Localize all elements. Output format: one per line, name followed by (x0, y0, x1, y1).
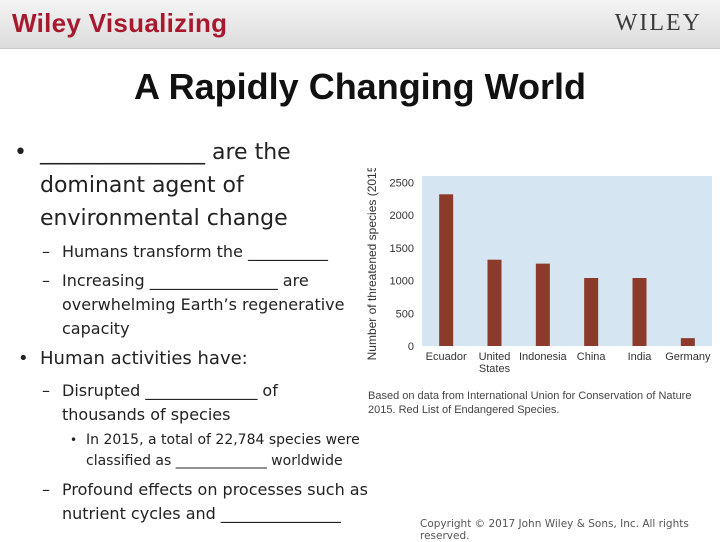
bullet-marker: • (18, 348, 29, 369)
x-tick-label: Ecuador (426, 351, 467, 363)
y-tick-label: 500 (396, 308, 414, 320)
y-axis-ticks: 0 500 1000 1500 2000 2500 (390, 178, 414, 353)
y-axis-label: Number of threatened species (2015) (365, 168, 379, 360)
bullet-text: _______________ are the dominant agent o… (40, 140, 291, 231)
x-tick-label: China (577, 351, 607, 363)
sub-bullet-text: Increasing ________________ are overwhel… (62, 271, 345, 338)
sub-sub-bullet-text: In 2015, a total of 22,784 species were … (86, 432, 360, 469)
bars (439, 194, 695, 346)
x-tick-label: United (479, 351, 511, 363)
bar (487, 259, 502, 346)
brand-logo-left: Wiley Visualizing (12, 8, 228, 38)
bar (439, 194, 454, 346)
y-tick-label: 1500 (390, 243, 414, 255)
y-tick-label: 2500 (390, 178, 414, 190)
bar (680, 338, 695, 346)
chart-caption: Based on data from International Union f… (368, 390, 692, 416)
bar (584, 278, 599, 346)
y-tick-label: 0 (408, 341, 414, 353)
sub-sub-bullet-marker: • (70, 433, 78, 447)
sub-bullet-text: Humans transform the __________ (62, 242, 328, 261)
bar (632, 278, 647, 346)
sub-bullet-marker: – (42, 381, 50, 400)
sub-bullet-marker: – (42, 242, 50, 261)
sub-bullet-marker: – (42, 271, 50, 290)
x-tick-label: States (479, 363, 511, 375)
x-tick-label: Indonesia (519, 351, 568, 363)
bullet-marker: • (14, 140, 27, 165)
sub-bullet-text: Disrupted ______________ of thousands of… (62, 381, 278, 424)
sub-bullet-marker: – (42, 480, 50, 499)
bullet-text: Human activities have: (40, 348, 248, 369)
threatened-species-bar-chart: Number of threatened species (2015) 0 500… (365, 168, 712, 375)
x-tick-label: India (628, 351, 653, 363)
copyright-notice: Copyright © 2017 John Wiley & Sons, Inc.… (420, 518, 689, 542)
header-bar: Wiley Visualizing WILEY (0, 0, 720, 49)
plot-background (422, 176, 712, 346)
sub-bullet-text: Profound effects on processes such as nu… (62, 480, 368, 523)
x-tick-label: Germany (665, 351, 711, 363)
y-tick-label: 2000 (390, 210, 414, 222)
bar (535, 263, 550, 346)
slide-title: A Rapidly Changing World (134, 66, 586, 107)
y-tick-label: 1000 (390, 276, 414, 288)
brand-logo-right: WILEY (614, 10, 702, 36)
